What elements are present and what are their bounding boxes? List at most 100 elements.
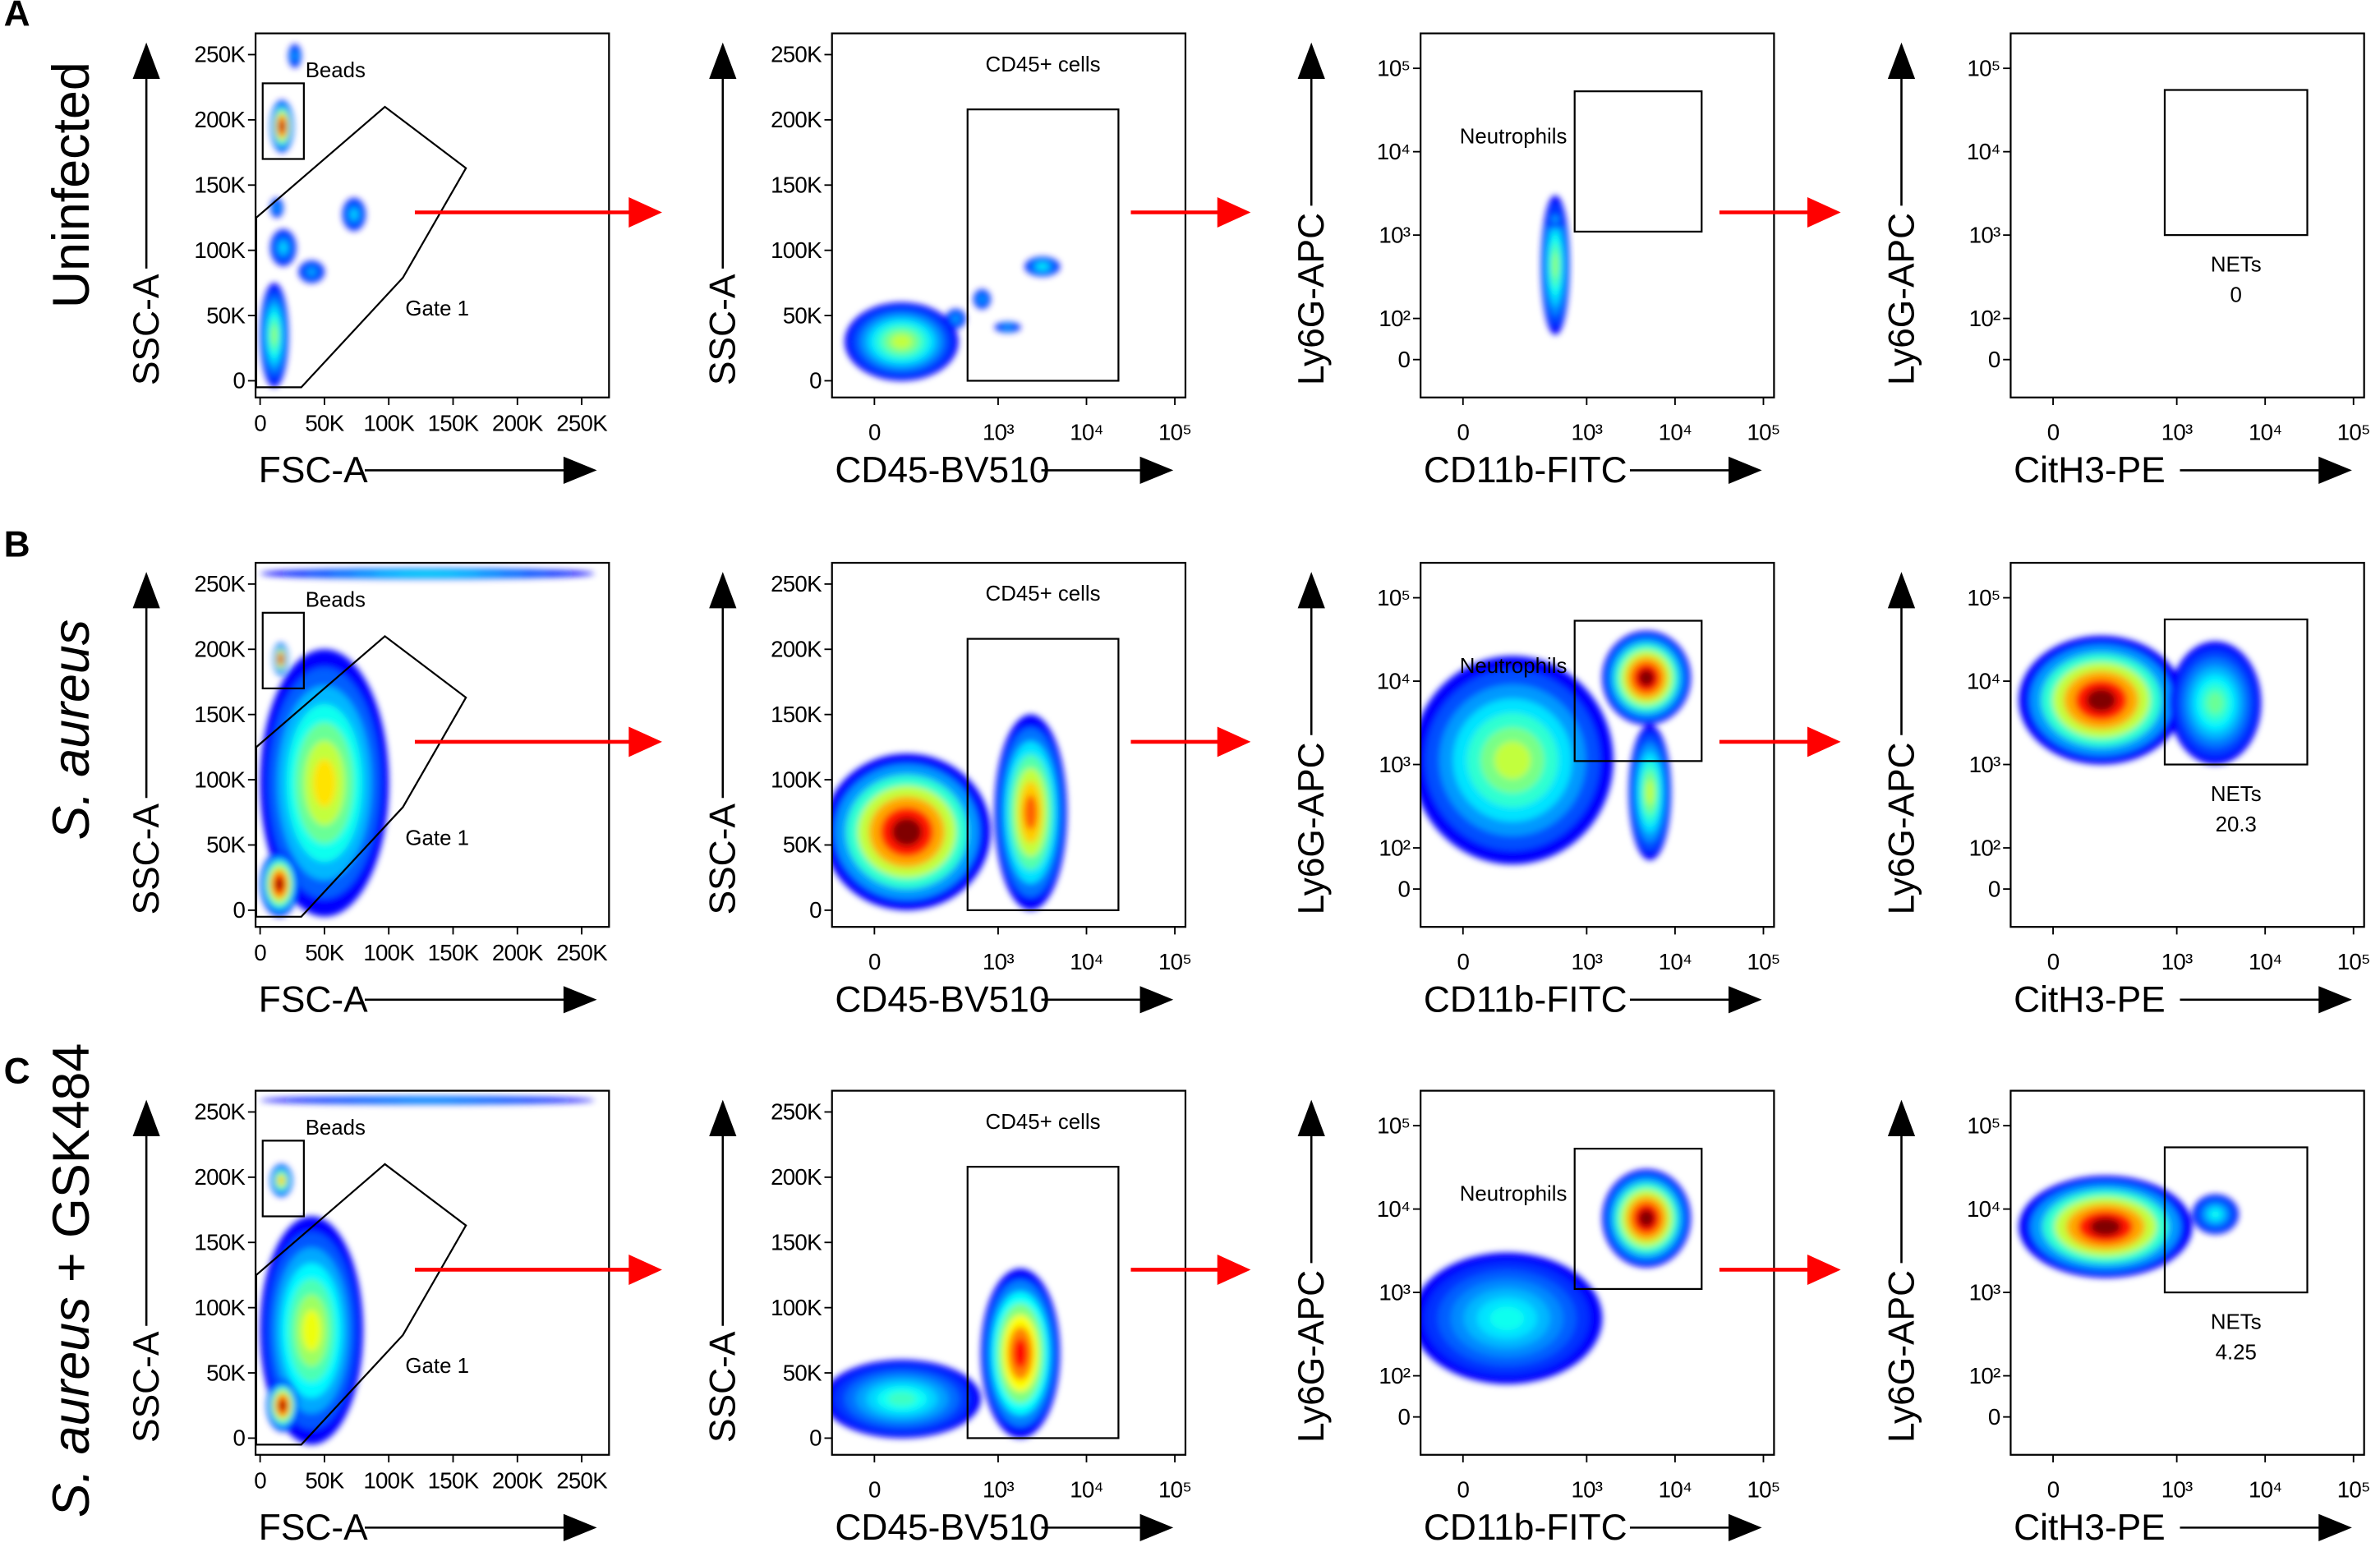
density-plot-B-1: 0 50K 100K 150K 200K 250K 0 50K 100K 150K 200K 250K… (127, 561, 662, 1020)
populations (1420, 1169, 1691, 1384)
populations (2019, 1176, 2239, 1278)
x-tick-label: 10⁴ (1659, 949, 1692, 974)
y-tick-label: 150K (194, 1229, 246, 1255)
plot-frame (2009, 32, 2365, 398)
y-tick-label: 100K (194, 237, 246, 263)
y-tick-label: 10⁵ (1967, 585, 2000, 610)
population-density-level (279, 1177, 283, 1184)
x-tick-label: 10⁴ (1659, 1476, 1692, 1502)
population-density-level (352, 211, 357, 218)
x-tick-label: 10⁴ (1070, 1476, 1103, 1502)
y-tick-label: 150K (771, 1229, 822, 1255)
y-tick-label: 200K (194, 1164, 246, 1190)
populations (831, 714, 1067, 910)
population-density-level (397, 1099, 458, 1102)
density-plot-A-2: 0 10³ 10⁴ 10⁵ 0 50K 100K 150K 200K 250K CD45-BV510… (703, 32, 1251, 490)
gate-beads (261, 82, 305, 160)
gate-label: Neutrophils (1460, 655, 1567, 678)
population-density-level (1005, 326, 1010, 329)
x-axis-label: FSC-A (259, 1508, 368, 1548)
plot-frame (1420, 1089, 1775, 1456)
y-tick-label: 10² (1969, 1363, 2000, 1388)
y-tick-label: 250K (194, 1099, 246, 1125)
y-axis-arrowhead-icon (1887, 42, 1916, 80)
y-axis-label: Ly6G-APC (1881, 213, 1922, 385)
x-tick-label: 10⁵ (2337, 949, 2370, 974)
populations (260, 1096, 595, 1445)
y-tick-label: 10² (1379, 306, 1410, 331)
gate-cd45-cells (966, 638, 1120, 911)
y-tick-label: 100K (194, 767, 246, 792)
plot-frame (831, 1089, 1187, 1456)
y-tick-label: 10³ (1379, 1279, 1410, 1305)
y-tick-label: 50K (783, 1360, 822, 1385)
x-tick-label: 0 (2047, 1476, 2060, 1502)
gate-nets (2163, 618, 2309, 766)
y-tick-label: 0 (809, 368, 822, 394)
y-axis-arrowhead-icon (1297, 572, 1325, 609)
x-tick-label: 250K (556, 410, 608, 435)
y-axis-label: Ly6G-APC (1291, 742, 1332, 914)
y-tick-label: 10⁵ (1377, 1112, 1410, 1138)
population-density-level (271, 325, 277, 345)
condition-rest: + GSK484 (43, 1043, 100, 1297)
x-tick-label: 100K (363, 410, 415, 435)
x-tick-label: 10⁵ (1158, 419, 1191, 444)
gate-label: CD45+ cells (986, 1111, 1101, 1134)
gating-arrowhead-icon (1807, 1255, 1841, 1285)
population-density-level (2086, 688, 2116, 712)
gating-arrowhead-icon (1217, 197, 1251, 228)
population-density-level (1646, 780, 1654, 805)
condition-label: Uninfected (43, 62, 100, 308)
x-tick-label: 150K (428, 940, 480, 965)
y-tick-label: 10⁴ (1967, 1196, 2000, 1222)
population-density-level (275, 877, 283, 891)
x-tick-label: 100K (363, 1467, 415, 1493)
y-axis-label: SSC-A (127, 274, 167, 385)
populations (1420, 630, 1691, 865)
x-tick-label: 0 (2047, 949, 2060, 974)
density-plot-C-3: 0 10³ 10⁴ 10⁵ 0 10² 10³ 10⁴ 10⁵ CD11b-FITC Ly6G-AP… (1291, 1089, 1841, 1548)
y-tick-label: 10² (1379, 1363, 1410, 1388)
populations (831, 1269, 1061, 1439)
gate-beads (261, 611, 305, 690)
y-axis-arrowhead-icon (132, 42, 160, 80)
gate-neutrophils (1573, 90, 1703, 233)
population-density-level (302, 1310, 321, 1351)
density-plot-B-3: 0 10³ 10⁴ 10⁵ 0 10² 10³ 10⁴ 10⁵ CD11b-FITC Ly6G-AP… (1291, 561, 1841, 1020)
gate-label: Gate 1 (405, 297, 469, 320)
population-density-level (2089, 1218, 2121, 1236)
density-plot-C-2: 0 10³ 10⁴ 10⁵ 0 50K 100K 150K 200K 250K CD45-BV510… (703, 1089, 1251, 1548)
y-tick-label: 250K (771, 1099, 822, 1125)
y-tick-label: 200K (771, 107, 822, 132)
populations (2019, 635, 2262, 765)
x-tick-label: 10⁵ (1158, 949, 1191, 974)
population-density-level (312, 758, 337, 808)
population-density-level (891, 817, 923, 846)
y-tick-label: 0 (1398, 347, 1411, 372)
population-density-level (887, 1392, 917, 1407)
gate-neutrophils (1573, 1148, 1703, 1291)
y-tick-label: 200K (771, 1164, 822, 1190)
x-axis-arrowhead-icon (1139, 456, 1174, 485)
condition-label: S. aureus + GSK484 (43, 1043, 100, 1517)
x-tick-label: 0 (2047, 419, 2060, 444)
gating-arrowhead-icon (628, 1255, 662, 1285)
population-density-level (279, 122, 284, 131)
y-tick-label: 100K (771, 767, 822, 792)
x-tick-label: 10³ (1571, 1476, 1602, 1502)
population-density-level (397, 573, 458, 575)
y-axis-label: SSC-A (127, 1331, 167, 1443)
x-axis-arrowhead-icon (563, 1513, 597, 1541)
panel-letter: A (4, 0, 30, 34)
x-tick-label: 200K (492, 410, 544, 435)
x-tick-label: 0 (1457, 1476, 1469, 1502)
y-tick-label: 10³ (1969, 752, 2000, 777)
populations (845, 256, 1061, 381)
y-tick-label: 10⁵ (1377, 55, 1410, 81)
x-tick-label: 10⁴ (2249, 1476, 2281, 1502)
x-axis-arrowhead-icon (1728, 986, 1762, 1014)
y-tick-label: 250K (771, 571, 822, 596)
y-tick-label: 200K (771, 637, 822, 662)
x-tick-label: 10⁴ (2249, 949, 2281, 974)
